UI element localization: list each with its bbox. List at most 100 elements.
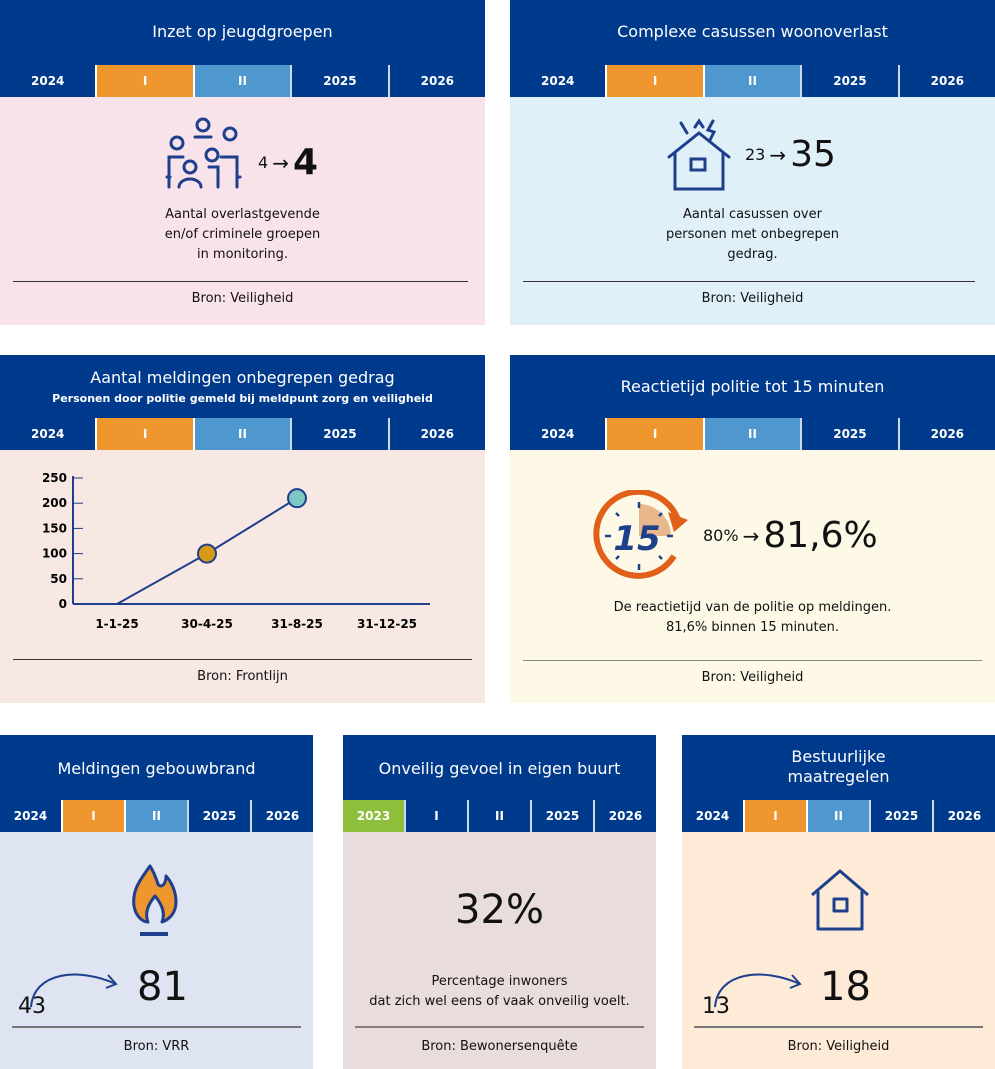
value-from: 4 [258,153,269,172]
timeline-segment-2025: 2025 [187,800,250,832]
icon-text: 15 [613,519,660,559]
timeline: 2024 I II 2025 2026 [510,418,995,450]
card-title: Meldingen gebouwbrand [57,759,256,778]
card-body: 23 → 35 Aantal casussen over personen me… [510,97,995,325]
card-body: 4 → 4 Aantal overlastgevende en/of crimi… [0,97,485,325]
description: Percentage inwoners dat zich wel eens of… [343,972,656,1012]
timeline: 2024 I II 2025 2026 [510,65,995,97]
timeline-segment-ii: II [192,418,291,450]
card-bestuurlijke-maatregelen: Bestuurlijke maatregelen 2024 I II 2025 2026… [682,735,995,1069]
stopwatch-15-icon: 15 [593,490,688,579]
data-point [197,543,217,564]
card-title: Aantal meldingen onbegrepen gedrag [90,368,395,387]
timeline-segment-2024: 2024 [695,809,730,823]
description-line: Aantal overlastgevende [165,207,320,222]
card-gebouwbrand: Meldingen gebouwbrand 2024 I II 2025 2026 43… [0,735,313,1069]
timeline-segment-2024: 2024 [541,427,575,441]
description-line: dat zich wel eens of vaak onveilig voelt… [369,994,630,1009]
timeline-segment-i: I [605,65,703,97]
card-header: Inzet op jeugdgroepen 2024 I II 2025 2026 [0,0,485,97]
timeline-segment-2026: 2026 [932,800,995,832]
value-from: 43 [18,994,46,1019]
timeline-segment-i: I [95,418,193,450]
timeline-segment-i: I [61,800,124,832]
source-label: Bron: Veiligheid [701,670,804,685]
y-tick-label: 0 [59,597,67,611]
arrow-right-icon: → [769,142,787,167]
description: De reactietijd van de politie op melding… [510,598,995,638]
card-header: Meldingen gebouwbrand 2024 I II 2025 2026 [0,735,313,832]
description-line: gedrag. [727,247,778,262]
value-to: 18 [820,964,871,1010]
description: Aantal casussen over personen met onbegr… [510,205,995,265]
house-disturbance-icon [667,118,731,191]
description-line: 81,6% binnen 15 minuten. [665,620,840,635]
timeline-segment-ii: II [806,800,869,832]
timeline-segment-2026: 2026 [250,800,313,832]
source-label: Bron: Bewonersenquête [421,1039,578,1054]
timeline-segment-2024: 2024 [541,74,575,88]
card-header: Reactietijd politie tot 15 minuten 2024 I… [510,355,995,450]
value-to: 81,6% [763,515,878,556]
timeline: 2023 I II 2025 2026 [343,800,656,832]
card-body: 13 18 Bron: Veiligheid [682,832,995,1069]
y-tick-label: 100 [42,547,67,561]
timeline-segment-i: I [605,418,703,450]
flame-icon [132,864,178,936]
x-tick-label: 1-1-25 [95,617,138,631]
timeline-segment-ii: II [467,800,530,832]
card-title: Complexe casussen woonoverlast [617,22,888,41]
card-title-line: maatregelen [787,767,890,786]
card-header: Onveilig gevoel in eigen buurt 2023 I II 20… [343,735,656,832]
card-title: Reactietijd politie tot 15 minuten [620,377,885,396]
timeline-segment-2026: 2026 [387,418,485,450]
value-from: 13 [702,994,730,1019]
value-change: 23 → 35 [745,134,836,175]
divider [694,1026,983,1028]
card-onveilig-gevoel: Onveilig gevoel in eigen buurt 2023 I II 20… [343,735,656,1069]
description-line: Aantal casussen over [683,207,822,222]
timeline-segment-i: I [404,800,467,832]
description-line: en/of criminele groepen [164,227,321,242]
timeline: 2024 I II 2025 2026 [0,418,485,450]
card-title: Bestuurlijke maatregelen [682,747,995,787]
card-title: Inzet op jeugdgroepen [152,22,333,41]
card-meldingen-onbegrepen-gedrag: Aantal meldingen onbegrepen gedrag Perso… [0,355,485,703]
timeline-segment-2025: 2025 [869,800,932,832]
y-tick-label: 250 [42,471,67,485]
value-change: 4 → 4 [258,142,318,183]
arrow-right-icon: → [272,150,289,175]
value-change: 80% → 81,6% [703,515,878,556]
timeline-segment-ii: II [124,800,187,832]
card-body: 32% Percentage inwoners dat zich wel een… [343,832,656,1069]
timeline-segment-2025: 2025 [800,65,897,97]
timeline: 2024 I II 2025 2026 [0,65,485,97]
timeline-segment-2024: 2024 [31,74,65,88]
timeline: 2024 I II 2025 2026 [682,800,995,832]
description-line: in monitoring. [196,247,289,262]
card-header: Complexe casussen woonoverlast 2024 I II 20… [510,0,995,97]
card-body: 15 80% → 81,6% De reactietijd van de pol… [510,450,995,703]
card-subtitle: Personen door politie gemeld bij meldpun… [52,392,433,405]
card-title: Onveilig gevoel in eigen buurt [378,759,621,778]
divider [523,281,975,282]
timeline: 2024 I II 2025 2026 [0,800,313,832]
card-header: Bestuurlijke maatregelen 2024 I II 2025 2026 [682,735,995,832]
timeline-segment-2024: 2024 [13,809,48,823]
timeline-segment-ii: II [702,418,801,450]
description: Aantal overlastgevende en/of criminele g… [0,205,485,265]
data-point [287,488,307,509]
timeline-segment-2025: 2025 [290,418,387,450]
people-group-icon [165,117,242,189]
card-header: Aantal meldingen onbegrepen gedrag Perso… [0,355,485,450]
card-body: 43 81 Bron: VRR [0,832,313,1069]
divider [13,281,468,282]
x-tick-label: 31-8-25 [271,617,323,631]
y-tick-label: 150 [42,521,67,535]
timeline-segment-i: I [743,800,806,832]
timeline-segment-2026: 2026 [897,65,995,97]
timeline-segment-ii: II [192,65,291,97]
timeline-segment-2026: 2026 [593,800,656,832]
value: 32% [455,887,544,933]
value-to: 4 [292,142,319,183]
